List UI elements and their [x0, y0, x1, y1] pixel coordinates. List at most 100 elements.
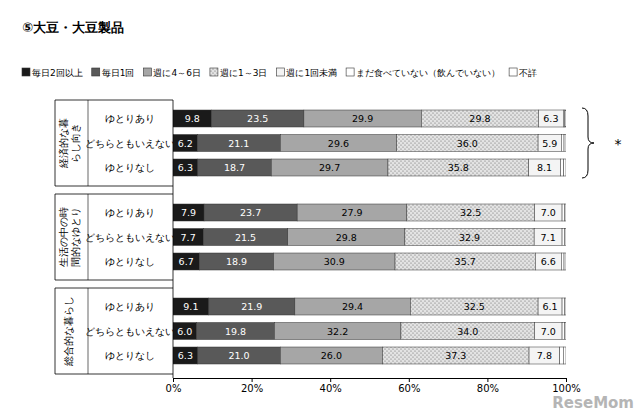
- group-label: 総合的な暮らし: [63, 296, 74, 367]
- data-label: 37.3: [445, 350, 466, 361]
- bar-segment: [280, 347, 382, 364]
- legend-label: 毎日1回: [102, 68, 135, 78]
- bar-segment: [173, 204, 204, 221]
- tick: 80%: [477, 378, 499, 394]
- data-label: 21.0: [228, 350, 249, 361]
- bar-segment: [562, 204, 564, 221]
- bar-segment: [173, 159, 198, 176]
- data-label: 35.8: [448, 162, 469, 173]
- legend-swatch: [346, 68, 354, 76]
- bar-segment: [538, 135, 561, 152]
- bar-segment: [173, 110, 212, 127]
- group-separator: [55, 280, 173, 281]
- legend-swatch: [509, 68, 517, 76]
- bar-segment: [564, 159, 566, 176]
- bar-segment: [199, 253, 273, 270]
- bar-segment: [535, 204, 563, 221]
- tick-mark: [566, 378, 567, 382]
- bar-segment: [274, 323, 401, 340]
- category-label: どちらともいえない: [85, 232, 175, 243]
- bar-segment: [562, 298, 564, 315]
- bar-segment: [209, 298, 295, 315]
- data-label: 36.0: [457, 138, 478, 149]
- data-label: 5.9: [542, 138, 557, 149]
- bar-segment: [561, 253, 564, 270]
- group-border: [55, 194, 56, 280]
- data-label: 7.1: [541, 232, 556, 243]
- legend-label: 不詳: [519, 68, 537, 78]
- bar-segment: [565, 110, 566, 127]
- data-label: 23.5: [247, 113, 268, 124]
- bar-segment: [562, 229, 564, 246]
- bars: [173, 110, 566, 364]
- tick-mark: [173, 378, 174, 382]
- data-label: 6.3: [178, 350, 193, 361]
- group-label: 経済的な暮らし向き: [58, 118, 81, 169]
- bar-segment: [173, 253, 199, 270]
- data-label: 8.1: [537, 162, 552, 173]
- legend-label: 週に1回未満: [286, 68, 337, 78]
- data-labels: 9.86.26.37.97.76.79.16.06.323.521.118.72…: [177, 113, 558, 361]
- data-label: 32.5: [460, 207, 481, 218]
- group-separator: [55, 186, 173, 187]
- data-label: 19.8: [225, 326, 246, 337]
- data-label: 29.6: [328, 138, 349, 149]
- group-border: [55, 100, 56, 186]
- data-label: 26.0: [321, 350, 342, 361]
- data-label: 21.1: [228, 138, 249, 149]
- bar-segment: [562, 323, 564, 340]
- tick-mark: [487, 378, 488, 382]
- bar-segment: [538, 298, 562, 315]
- bar-segment: [560, 159, 563, 176]
- bar-segment: [395, 253, 535, 270]
- watermark: ReseMom: [552, 394, 634, 412]
- data-label: 29.8: [336, 232, 357, 243]
- category-label: ゆとりあり: [105, 301, 155, 312]
- bar-segment: [382, 347, 529, 364]
- data-label: 6.3: [543, 113, 558, 124]
- legend-swatch: [22, 68, 30, 76]
- data-label: 7.0: [541, 326, 556, 337]
- bar-segment: [274, 253, 395, 270]
- legend: 毎日2回以上毎日1回週に4～6日週に1～3日週に1回未満まだ食べていない（飲んで…: [22, 68, 537, 78]
- data-label: 30.9: [324, 256, 345, 267]
- bar-segment: [401, 323, 535, 340]
- bar-segment: [560, 347, 564, 364]
- bar-segment: [535, 323, 563, 340]
- data-label: 29.7: [319, 162, 340, 173]
- data-label: 32.5: [464, 301, 485, 312]
- legend-swatch: [210, 68, 218, 76]
- category-label: ゆとりあり: [105, 207, 155, 218]
- data-label: 32.2: [327, 326, 348, 337]
- category-label: ゆとりあり: [105, 113, 155, 124]
- data-label: 29.9: [352, 113, 373, 124]
- bar-segment: [197, 135, 280, 152]
- group-label: 生活の中の時間的なゆとり: [58, 207, 81, 267]
- data-label: 9.1: [183, 301, 198, 312]
- tick-label: 20%: [241, 383, 263, 394]
- bar-segment: [271, 159, 388, 176]
- tick: 40%: [320, 378, 342, 394]
- bar-segment: [564, 298, 566, 315]
- bar-segment: [288, 229, 405, 246]
- group-separator: [55, 288, 173, 289]
- axis-line: [174, 379, 567, 383]
- bar-segment: [203, 229, 287, 246]
- legend-label: 週に4～6日: [153, 68, 200, 78]
- bar-segment: [297, 204, 407, 221]
- bar-segment: [421, 110, 538, 127]
- bar-segment: [173, 135, 197, 152]
- data-label: 6.0: [177, 326, 192, 337]
- bar-segment: [197, 323, 275, 340]
- legend-swatch: [92, 68, 100, 76]
- bar-segment: [295, 298, 411, 315]
- bar-segment: [405, 229, 534, 246]
- x-axis: 0%20%40%60%80%100%: [166, 378, 581, 394]
- bar-segment: [173, 347, 198, 364]
- bar-segment: [563, 347, 566, 364]
- data-label: 7.7: [181, 232, 196, 243]
- bar-segment: [173, 229, 203, 246]
- bar-segment: [388, 159, 529, 176]
- bar-segment: [280, 135, 396, 152]
- data-label: 35.7: [455, 256, 476, 267]
